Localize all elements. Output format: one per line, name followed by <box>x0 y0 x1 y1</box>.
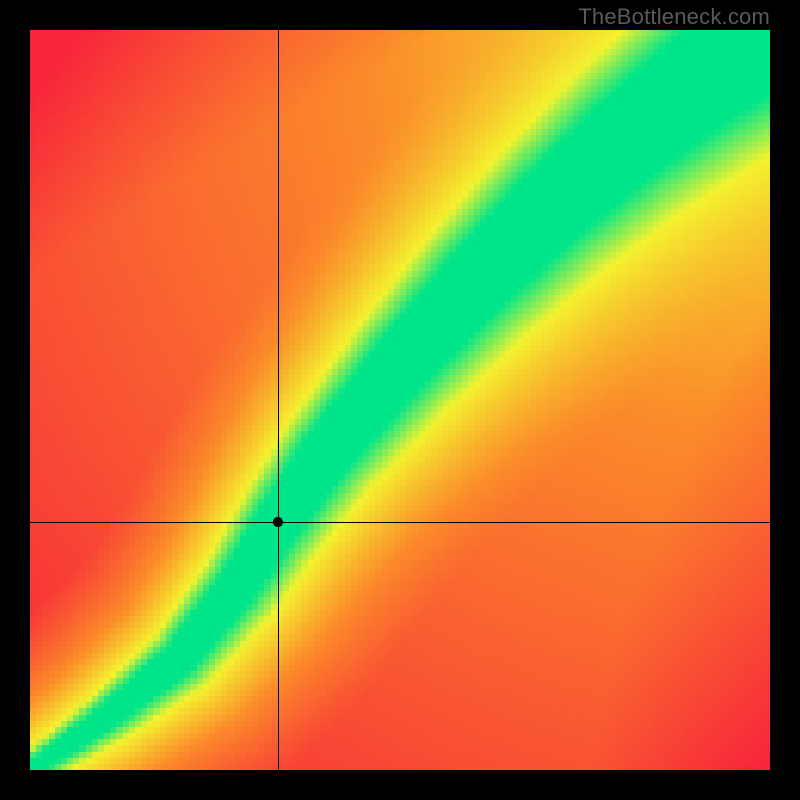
watermark-text: TheBottleneck.com <box>578 4 770 30</box>
heatmap-canvas <box>30 30 770 770</box>
heatmap-plot <box>30 30 770 770</box>
page-root: TheBottleneck.com <box>0 0 800 800</box>
